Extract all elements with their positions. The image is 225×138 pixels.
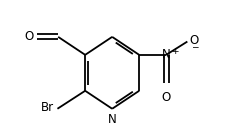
Text: N: N bbox=[107, 113, 116, 126]
Text: O: O bbox=[25, 30, 34, 43]
Text: O: O bbox=[189, 34, 198, 47]
Text: −: − bbox=[190, 42, 197, 51]
Text: +: + bbox=[170, 47, 178, 56]
Text: O: O bbox=[161, 91, 170, 104]
Text: N: N bbox=[161, 48, 170, 61]
Text: Br: Br bbox=[40, 101, 54, 115]
